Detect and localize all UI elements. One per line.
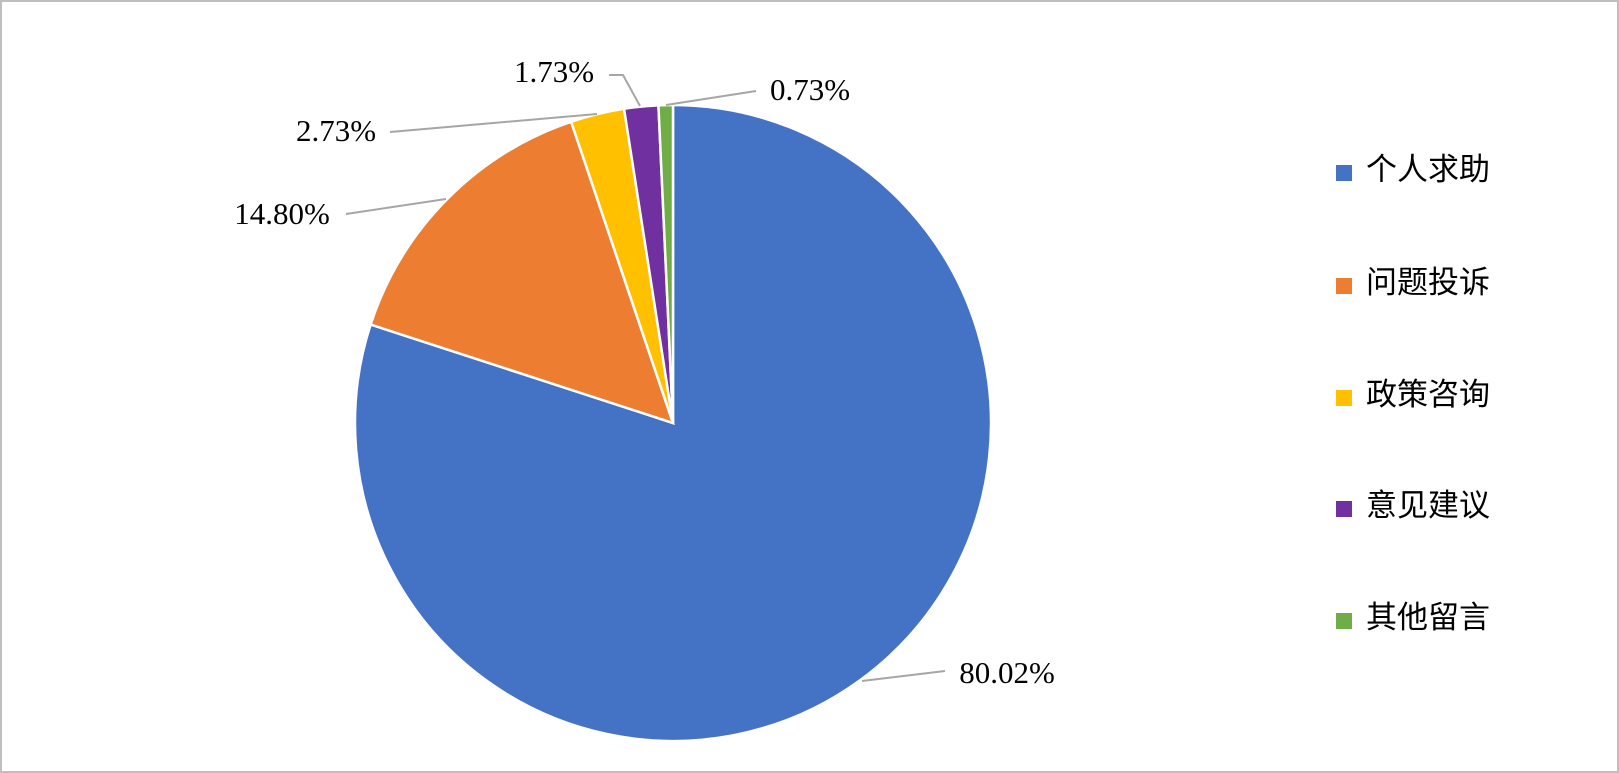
legend-label: 其他留言 (1366, 600, 1490, 635)
legend-marker (1336, 165, 1352, 181)
leader-line (389, 113, 598, 133)
data-label: 2.73% (296, 113, 376, 148)
data-label: 80.02% (959, 655, 1055, 690)
data-label: 0.73% (770, 72, 850, 107)
pie-slice (369, 120, 675, 425)
pie-slice (657, 103, 675, 424)
leader-line (665, 90, 757, 106)
data-label: 1.73% (514, 54, 594, 89)
leader-line (861, 670, 946, 682)
legend-label: 意见建议 (1366, 488, 1490, 523)
leader-line (345, 198, 447, 215)
legend-marker (1336, 501, 1352, 517)
legend-marker (1336, 390, 1352, 406)
legend-label: 政策咨询 (1366, 377, 1490, 412)
legend-marker (1336, 613, 1352, 629)
legend-label: 个人求助 (1366, 152, 1490, 187)
legend-label: 问题投诉 (1366, 265, 1490, 300)
legend-marker (1336, 278, 1352, 294)
data-label: 14.80% (234, 196, 330, 231)
leader-line (609, 74, 641, 107)
pie-slice (353, 103, 993, 743)
